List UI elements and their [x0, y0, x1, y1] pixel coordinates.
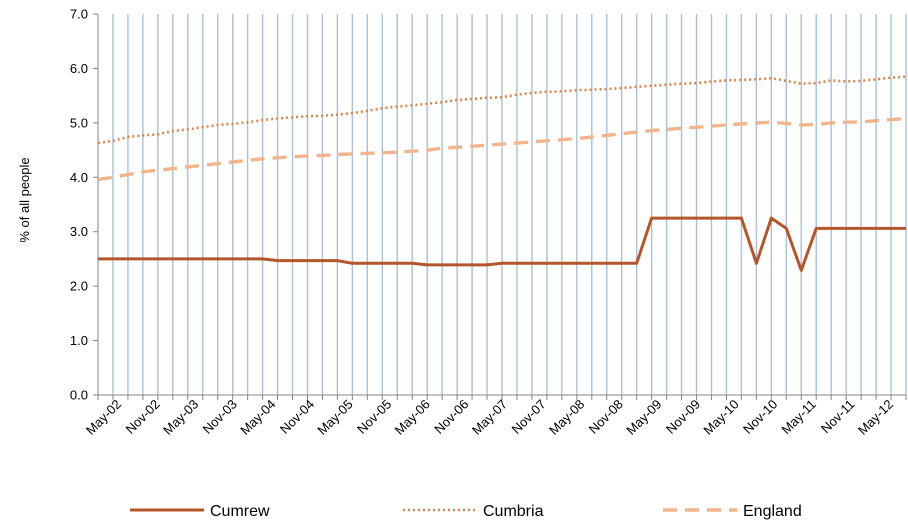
y-tick-label: 0.0: [70, 388, 88, 403]
vertical-gridlines: [112, 14, 907, 395]
y-axis-ticks: 0.0 1.0 2.0 3.0 4.0 5.0 6.0 7.0: [70, 7, 98, 403]
legend: Cumrew Cumbria England: [130, 503, 802, 520]
y-tick-label: 6.0: [70, 61, 88, 76]
y-tick-label: 3.0: [70, 224, 88, 239]
legend-label: Cumrew: [210, 503, 270, 520]
y-tick-label: 7.0: [70, 7, 88, 22]
y-axis-title: % of all people: [17, 157, 32, 242]
series-lines: [97, 75, 907, 272]
series-line-cumbria: [97, 75, 907, 145]
series-line-cumrew: [98, 216, 906, 272]
y-tick-label: 2.0: [70, 279, 88, 294]
series-line-england: [97, 116, 907, 182]
y-tick-label: 4.0: [70, 170, 88, 185]
y-tick-label: 5.0: [70, 115, 88, 130]
legend-label: Cumbria: [483, 503, 544, 520]
legend-label: England: [743, 503, 802, 520]
y-tick-label: 1.0: [70, 333, 88, 348]
